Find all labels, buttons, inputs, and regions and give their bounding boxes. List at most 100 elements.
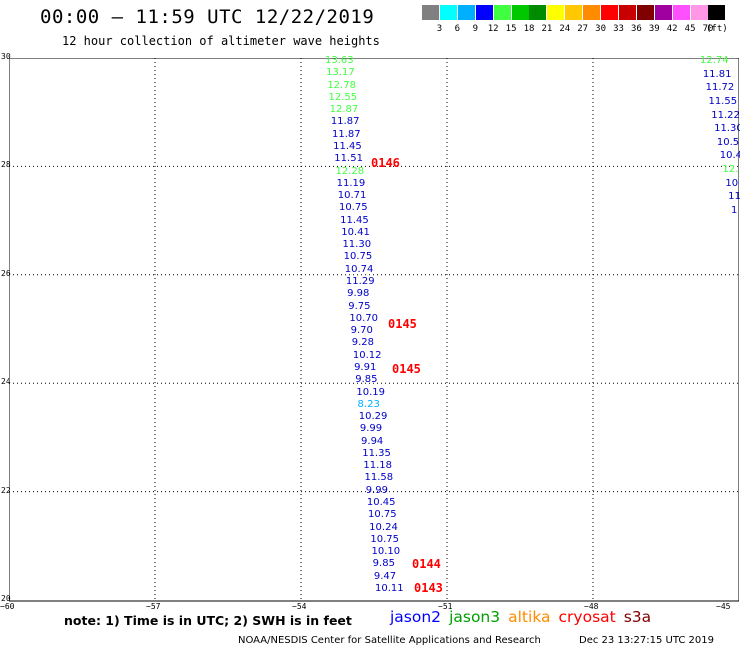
legend-swatch [708, 5, 726, 20]
legend-swatch [529, 5, 547, 20]
wave-height-value: 11.45 [333, 140, 362, 152]
wave-height-value: 10.19 [356, 386, 386, 398]
wave-height-value: 12.78 [327, 79, 356, 91]
wave-height-value: 10.75 [343, 251, 373, 263]
page-title: 00:00 – 11:59 UTC 12/22/2019 [40, 6, 375, 28]
legend-label: 18 [523, 24, 535, 34]
wave-height-value: 10.5 [716, 136, 740, 148]
wave-height-value: 11.87 [330, 116, 360, 128]
wave-height-value: 9.47 [373, 570, 397, 582]
legend-label: 30 [595, 24, 607, 34]
legend-label: 9 [472, 24, 478, 34]
legend-swatch [547, 5, 565, 20]
wave-height-value: 10.24 [369, 521, 398, 533]
legend-label: 21 [541, 24, 553, 34]
wave-height-value: 9.94 [361, 435, 384, 447]
legend-label: 3 [436, 24, 443, 34]
lon-tick-label: −51 [438, 602, 453, 611]
wave-height-value: 9.98 [347, 288, 370, 300]
lon-tick-label: −60 [0, 602, 15, 611]
wave-height-value: 8.23 [357, 398, 380, 410]
legend-swatch [475, 5, 493, 20]
color-legend: 3 6 9 12 15 18 21 24 27 30 33 36 39 42 45 70 (ft) [422, 5, 728, 41]
legend-label: 39 [648, 24, 660, 34]
lat-tick-label: 26 [1, 268, 11, 278]
wave-height-value: 11.35 [362, 447, 391, 459]
legend-swatch [583, 5, 601, 20]
wave-height-value: 10.12 [352, 349, 382, 361]
lon-tick-label: −48 [584, 602, 599, 611]
lon-tick-label: −45 [716, 602, 731, 611]
legend-swatch [654, 5, 672, 20]
legend-label: 70 [702, 24, 714, 34]
wave-height-value: 11.58 [364, 472, 394, 484]
wave-height-value: 11.30 [342, 239, 372, 251]
wave-height-value: 11.29 [345, 276, 375, 288]
page-subtitle: 12 hour collection of altimeter wave hei… [62, 34, 380, 48]
wave-height-value: 13.63 [325, 55, 354, 66]
map-plot-area [9, 58, 739, 602]
legend-swatch [618, 5, 636, 20]
wave-height-value: 10.75 [368, 509, 397, 521]
wave-height-value: 10.4 [719, 150, 740, 162]
lat-tick-label: 20 [1, 594, 11, 603]
generated-timestamp: Dec 23 13:27:15 UTC 2019 [579, 635, 714, 646]
satellite-name: altika [508, 608, 551, 626]
wave-height-value: 1 [731, 205, 738, 216]
pass-time-label: 0145 [388, 317, 417, 332]
wave-height-value: 12.55 [328, 91, 358, 103]
legend-swatch [565, 5, 583, 20]
wave-height-value: 10.75 [338, 202, 368, 214]
legend-label: 12 [487, 24, 499, 34]
legend-swatch [511, 5, 529, 20]
wave-height-value: 11.72 [705, 82, 735, 94]
satellite-legend: jason2 jason3 altika cryosat s3a [390, 608, 659, 626]
wave-height-value: 10.70 [349, 312, 379, 324]
wave-height-value: 10.45 [366, 497, 396, 509]
legend-swatch [493, 5, 511, 20]
wave-height-value: 11.45 [340, 214, 369, 226]
satellite-name: cryosat [558, 608, 616, 626]
wave-height-value: 12.28 [335, 165, 365, 177]
legend-label: 45 [684, 24, 696, 34]
legend-swatch [439, 5, 457, 20]
legend-swatch [457, 5, 475, 20]
grid-lines [9, 58, 739, 601]
wave-height-value: 9.91 [354, 361, 377, 373]
satellite-name: jason3 [449, 608, 501, 626]
wave-height-value: 11 [728, 191, 740, 203]
satellite-name: jason2 [390, 608, 442, 626]
lat-tick-label: 22 [1, 485, 11, 495]
wave-height-value: 9.85 [372, 558, 395, 570]
legend-label: 27 [577, 24, 589, 34]
wave-height-value: 9.99 [359, 423, 383, 435]
lat-tick-label: 28 [1, 160, 11, 170]
legend-swatch [690, 5, 708, 20]
wave-height-value: 10.75 [370, 533, 399, 545]
wave-height-value: 12.87 [329, 104, 359, 116]
footer-note: note: 1) Time is in UTC; 2) SWH is in fe… [64, 613, 352, 628]
wave-height-value: 11.55 [708, 95, 738, 107]
lat-tick-label: 30 [1, 52, 11, 61]
lat-tick-label: 24 [1, 377, 11, 387]
satellite-name: s3a [623, 608, 652, 626]
plot-frame [9, 58, 739, 602]
wave-height-value: 11.81 [702, 68, 732, 80]
wave-height-value: 10 [725, 177, 739, 189]
wave-height-value: 9.85 [355, 374, 378, 386]
legend-label: 33 [613, 24, 624, 34]
wave-height-value: 10.74 [344, 263, 374, 275]
wave-height-value: 10.10 [371, 546, 401, 558]
wave-height-value: 11.30 [714, 123, 740, 135]
wave-height-value: 12. [722, 164, 739, 176]
pass-time-label: 0143 [414, 581, 443, 596]
wave-height-value: 10.41 [341, 226, 370, 238]
wave-height-value: 11.19 [336, 177, 366, 189]
legend-swatch [422, 5, 439, 20]
wave-height-value: 11.51 [334, 153, 363, 165]
legend-swatch [601, 5, 618, 20]
wave-height-value: 11.18 [363, 460, 392, 472]
wave-height-value: 11.87 [331, 128, 361, 140]
legend-unit: (ft) [706, 24, 728, 34]
legend-label: 6 [454, 24, 461, 34]
